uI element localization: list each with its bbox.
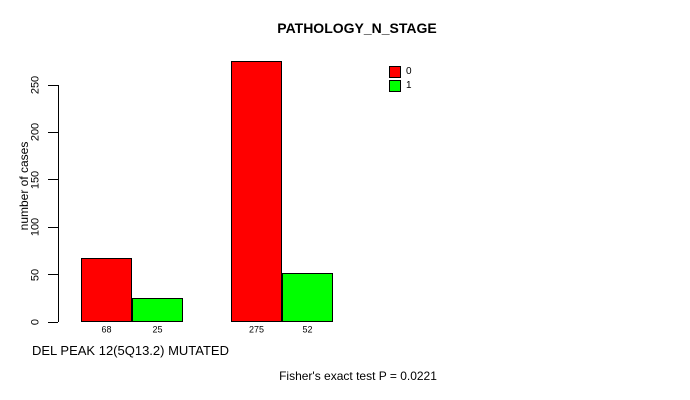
y-axis-label: number of cases [17, 141, 31, 231]
y-axis-tick [48, 321, 58, 323]
bar-value-label: 68 [101, 324, 112, 335]
y-axis-tick-label: 100 [29, 218, 42, 237]
x-axis-label: DEL PEAK 12(5Q13.2) MUTATED [32, 343, 229, 358]
y-axis-tick [48, 84, 58, 86]
y-axis-tick-label: 50 [29, 268, 42, 281]
bar-series1-group2 [282, 273, 333, 322]
chart-title: PATHOLOGY_N_STAGE [277, 20, 437, 36]
legend-item-0: 0 [389, 66, 412, 78]
legend-label-1: 1 [406, 80, 412, 91]
bar-value-label: 275 [248, 324, 265, 335]
y-axis-tick [48, 226, 58, 228]
y-axis-tick [48, 274, 58, 276]
y-axis-line [58, 85, 59, 322]
y-axis-tick [48, 179, 58, 181]
bar-series1-group1 [132, 298, 183, 322]
legend-swatch-0 [389, 66, 401, 78]
bar-value-label: 25 [152, 324, 163, 335]
y-axis-tick-label: 200 [29, 123, 42, 142]
legend: 0 1 [389, 66, 412, 94]
legend-item-1: 1 [389, 80, 412, 92]
legend-label-0: 0 [406, 66, 412, 77]
y-axis-tick [48, 131, 58, 133]
y-axis-tick-label: 0 [29, 318, 42, 326]
bar-series0-group2 [231, 61, 282, 322]
y-axis-tick-label: 150 [29, 170, 42, 189]
bar-series0-group1 [81, 258, 132, 322]
fisher-test-text: Fisher's exact test P = 0.0221 [279, 369, 437, 383]
y-axis-tick-label: 250 [29, 75, 42, 95]
legend-swatch-1 [389, 80, 401, 92]
bar-value-label: 52 [302, 324, 313, 335]
